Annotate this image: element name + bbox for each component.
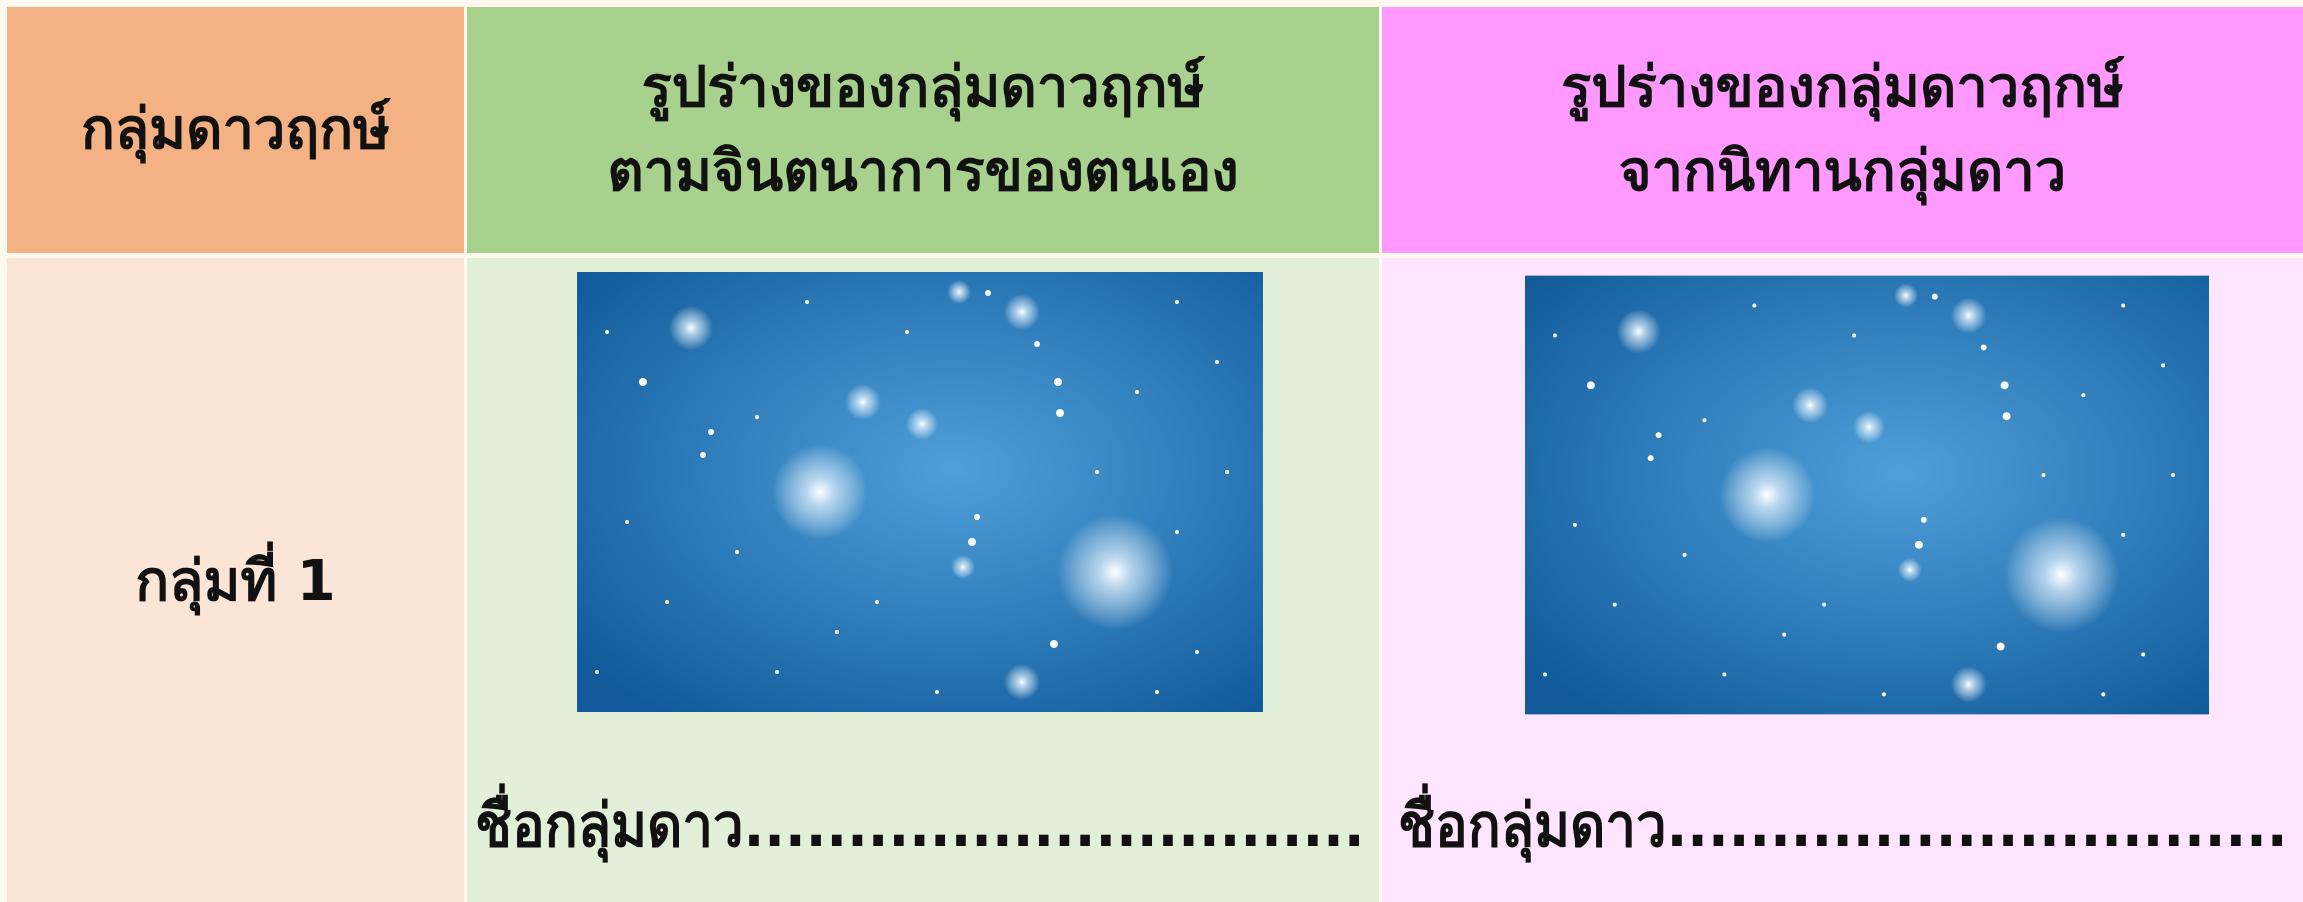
header-cell: รูปร่างของกลุ่มดาวฤกษ์ ตามจินตนาการของตน… — [467, 7, 1379, 253]
starfield-image — [577, 272, 1263, 712]
header-text: รูปร่างของกลุ่มดาวฤกษ์ — [1561, 55, 2124, 120]
starfield-image — [1525, 275, 2209, 715]
row-label-cell: กลุ่มที่ 1 — [7, 258, 464, 902]
header-cell: กลุ่มดาวฤกษ์ — [7, 7, 464, 253]
header-cell: รูปร่างของกลุ่มดาวฤกษ์ จากนิทานกลุ่มดาว — [1382, 7, 2303, 253]
header-text: จากนิทานกลุ่มดาว — [1618, 139, 2067, 204]
constellation-name: ชื่อกลุ่มดาว............................… — [1398, 791, 2288, 861]
header-text: กลุ่มดาวฤกษ์ — [80, 97, 391, 162]
header-text: ตามจินตนาการของตนเอง — [607, 139, 1239, 204]
row-label: กลุ่มที่ 1 — [135, 548, 336, 614]
constellation-name: ชื่อกลุ่มดาว............................… — [475, 791, 1365, 861]
header-text: รูปร่างของกลุ่มดาวฤกษ์ — [641, 55, 1205, 120]
